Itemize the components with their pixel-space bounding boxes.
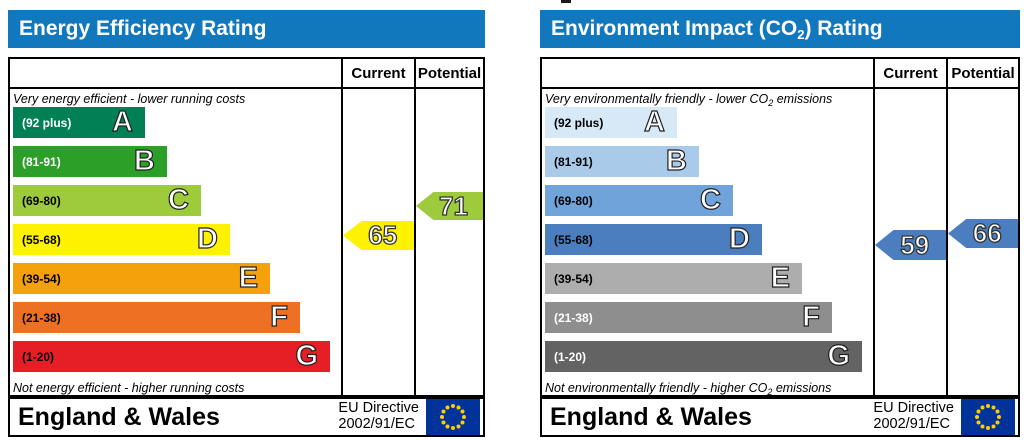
current-column-header: Current (341, 59, 414, 87)
band-d-range: (55-68) (554, 232, 593, 247)
eu-directive-label: EU Directive 2002/91/EC (873, 400, 954, 433)
band-g: (1-20) G (13, 340, 330, 372)
band-d-letter: D (728, 223, 750, 255)
band-a-letter: A (643, 106, 665, 138)
band-b: (81-91) B (13, 145, 167, 177)
band-d: (55-68) D (545, 223, 762, 255)
band-e: (39-54) E (13, 262, 270, 294)
potential-column-divider (946, 89, 948, 395)
environment-panel-header: Environment Impact (CO2) Rating (540, 10, 1020, 48)
column-spacer (542, 59, 873, 87)
column-spacer (10, 59, 341, 87)
band-b-range: (81-91) (22, 154, 61, 169)
current-column-divider (341, 89, 343, 395)
band-e-letter: E (238, 262, 259, 294)
energy-panel-title: Energy Efficiency Rating (19, 17, 267, 40)
top-caption: Very environmentally friendly - lower CO… (545, 92, 833, 108)
environment-impact-panel: Environment Impact (CO2) Rating Current … (540, 0, 1020, 437)
band-b-letter: B (133, 145, 155, 177)
band-g-range: (1-20) (554, 349, 587, 364)
current-rating-value: 59 (900, 229, 930, 260)
band-f-range: (21-38) (554, 310, 593, 325)
band-g: (1-20) G (545, 340, 862, 372)
band-c-range: (69-80) (554, 193, 593, 208)
band-e: (39-54) E (545, 262, 802, 294)
band-c: (69-80) C (13, 184, 201, 216)
band-e-letter: E (770, 262, 791, 294)
potential-rating-value: 66 (972, 218, 1002, 248)
band-c-letter: C (167, 184, 189, 216)
band-a: (92 plus) A (13, 106, 145, 138)
band-e-range: (39-54) (22, 271, 61, 286)
band-d-letter: D (196, 223, 218, 255)
energy-chart-table: Current Potential Very energy efficient … (8, 57, 485, 397)
crop-artifact (561, 0, 571, 3)
energy-panel-header: Energy Efficiency Rating (8, 10, 485, 48)
region-label: England & Wales (18, 402, 220, 431)
band-c-letter: C (699, 184, 721, 216)
current-rating-value: 65 (368, 220, 398, 250)
eu-directive-line2: 2002/91/EC (873, 416, 951, 432)
environment-chart-body: Very environmentally friendly - lower CO… (542, 89, 1018, 395)
band-d-range: (55-68) (22, 232, 61, 247)
band-f: (21-38) F (545, 301, 832, 333)
band-a-range: (92 plus) (554, 115, 604, 130)
band-a-range: (92 plus) (22, 115, 72, 130)
potential-rating-value: 71 (438, 190, 468, 221)
potential-column-header: Potential (946, 59, 1018, 87)
band-b-range: (81-91) (554, 154, 593, 169)
eu-flag-icon (426, 399, 480, 435)
potential-column-divider (414, 89, 416, 395)
band-d: (55-68) D (13, 223, 230, 255)
environment-chart-table: Current Potential Very environmentally f… (540, 57, 1020, 397)
region-label: England & Wales (550, 402, 752, 431)
energy-panel-footer: England & Wales EU Directive 2002/91/EC (8, 397, 485, 437)
environment-columns-header: Current Potential (542, 59, 1018, 89)
eu-directive-line2: 2002/91/EC (338, 416, 416, 432)
band-f-letter: F (802, 301, 821, 333)
band-g-range: (1-20) (22, 349, 55, 364)
band-c: (69-80) C (545, 184, 733, 216)
eu-flag-icon (961, 399, 1015, 435)
current-column-header: Current (873, 59, 946, 87)
energy-chart-body: Very energy efficient - lower running co… (10, 89, 483, 395)
eu-directive-line1: EU Directive (873, 400, 954, 417)
bottom-caption: Not energy efficient - higher running co… (13, 381, 245, 395)
band-f: (21-38) F (13, 301, 300, 333)
band-g-letter: G (295, 340, 319, 372)
band-c-range: (69-80) (22, 193, 61, 208)
band-b: (81-91) B (545, 145, 699, 177)
environment-panel-footer: England & Wales EU Directive 2002/91/EC (540, 397, 1020, 437)
top-caption: Very energy efficient - lower running co… (13, 92, 246, 106)
band-f-letter: F (270, 301, 289, 333)
band-e-range: (39-54) (554, 271, 593, 286)
eu-directive-label: EU Directive 2002/91/EC (338, 400, 419, 433)
potential-column-header: Potential (414, 59, 483, 87)
band-g-letter: G (827, 340, 851, 372)
environment-panel-title: Environment Impact (CO2) Rating (551, 17, 883, 42)
band-f-range: (21-38) (22, 310, 61, 325)
band-b-letter: B (665, 145, 687, 177)
energy-efficiency-panel: Energy Efficiency Rating Current Potenti… (8, 0, 485, 437)
current-column-divider (873, 89, 875, 395)
energy-columns-header: Current Potential (10, 59, 483, 89)
band-a: (92 plus) A (545, 106, 677, 138)
eu-directive-line1: EU Directive (338, 400, 419, 417)
band-a-letter: A (111, 106, 133, 138)
bottom-caption: Not environmentally friendly - higher CO… (545, 381, 832, 395)
